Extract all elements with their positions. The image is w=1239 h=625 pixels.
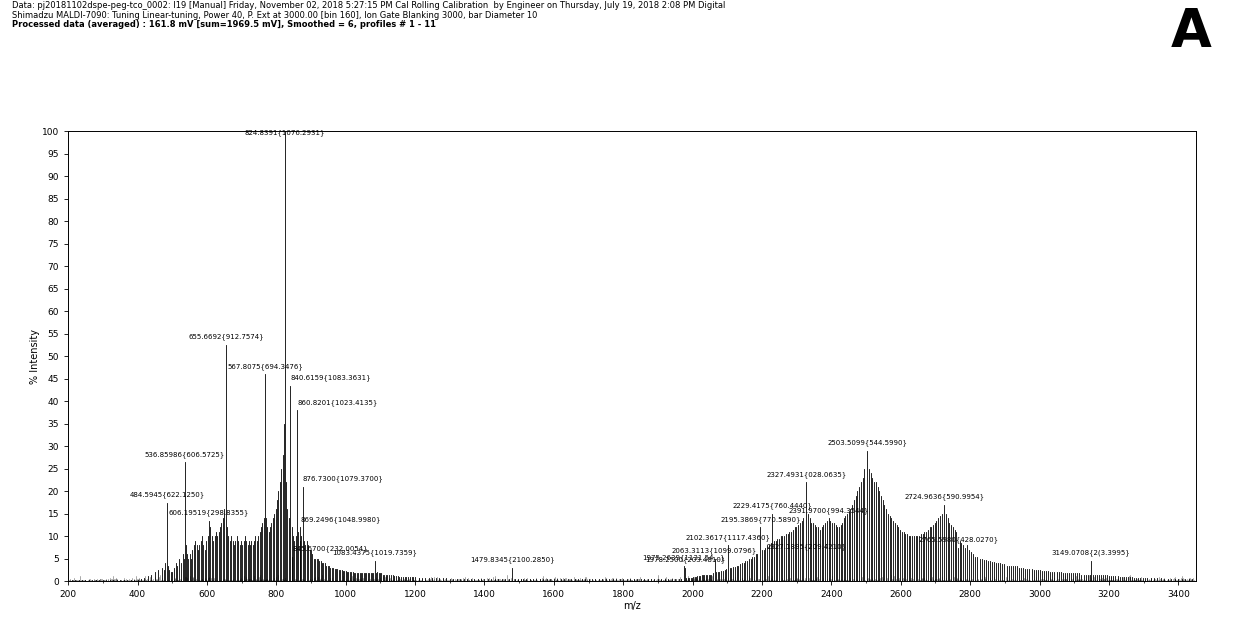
Text: 1083.4375{1019.7359}: 1083.4375{1019.7359} [332,550,418,556]
Text: 1479.8345{2100.2850}: 1479.8345{2100.2850} [470,556,555,563]
Text: 655.6692{912.7574}: 655.6692{912.7574} [188,334,264,341]
Text: 824.8391{1076.2931}: 824.8391{1076.2931} [244,129,325,136]
Text: 2063.3113{1099.0796}: 2063.3113{1099.0796} [672,548,757,554]
Text: 2765.5980{428.0270}: 2765.5980{428.0270} [918,536,999,543]
Text: 2102.3617{1117.4360}: 2102.3617{1117.4360} [685,534,771,541]
Text: 606.19519{298.8355}: 606.19519{298.8355} [169,509,249,516]
Text: 2503.5099{544.5990}: 2503.5099{544.5990} [828,439,907,446]
Text: 2391.9700{994.3544}: 2391.9700{994.3544} [788,507,869,514]
Text: 2327.1895{209.4210}: 2327.1895{209.4210} [766,543,846,550]
Text: 845.6700{232.0054}: 845.6700{232.0054} [292,545,368,552]
Text: 2195.3869{770.5890}: 2195.3869{770.5890} [720,516,800,522]
Text: 2724.9636{590.9954}: 2724.9636{590.9954} [904,494,984,500]
Text: Processed data (averaged) : 161.8 mV [sum=1969.5 mV], Smoothed = 6, profiles # 1: Processed data (averaged) : 161.8 mV [su… [12,20,436,29]
Text: 860.8201{1023.4135}: 860.8201{1023.4135} [297,399,378,406]
X-axis label: m/z: m/z [623,601,641,611]
Text: 2229.4175{760.4440}: 2229.4175{760.4440} [732,503,812,509]
Text: 536.85986{606.5725}: 536.85986{606.5725} [145,451,225,458]
Text: Data: pj20181102dspe-peg-tco_0002: I19 [Manual] Friday, November 02, 2018 5:27:1: Data: pj20181102dspe-peg-tco_0002: I19 [… [12,1,726,10]
Text: 3149.0708{2(3.3995}: 3149.0708{2(3.3995} [1052,550,1130,556]
Text: 840.6159{1083.3631}: 840.6159{1083.3631} [290,374,370,381]
Y-axis label: % Intensity: % Intensity [31,329,41,384]
Text: A: A [1171,6,1212,58]
Text: Shimadzu MALDI-7090: Tuning Linear-tuning, Power 40, P. Ext at 3000.00 [bin 160]: Shimadzu MALDI-7090: Tuning Linear-tunin… [12,11,538,19]
Text: 484.5945{622.1250}: 484.5945{622.1250} [129,491,204,498]
Text: 2327.4931{028.0635}: 2327.4931{028.0635} [766,471,846,478]
Text: 876.7300{1079.3700}: 876.7300{1079.3700} [302,476,384,482]
Text: 869.2496{1048.9980}: 869.2496{1048.9980} [300,516,380,522]
Text: 1975.2639{1131.54...}: 1975.2639{1131.54...} [643,554,725,561]
Text: 1978.2500{203.4810}: 1978.2500{203.4810} [644,556,725,563]
Text: 567.8075{694.3476}: 567.8075{694.3476} [227,363,304,370]
